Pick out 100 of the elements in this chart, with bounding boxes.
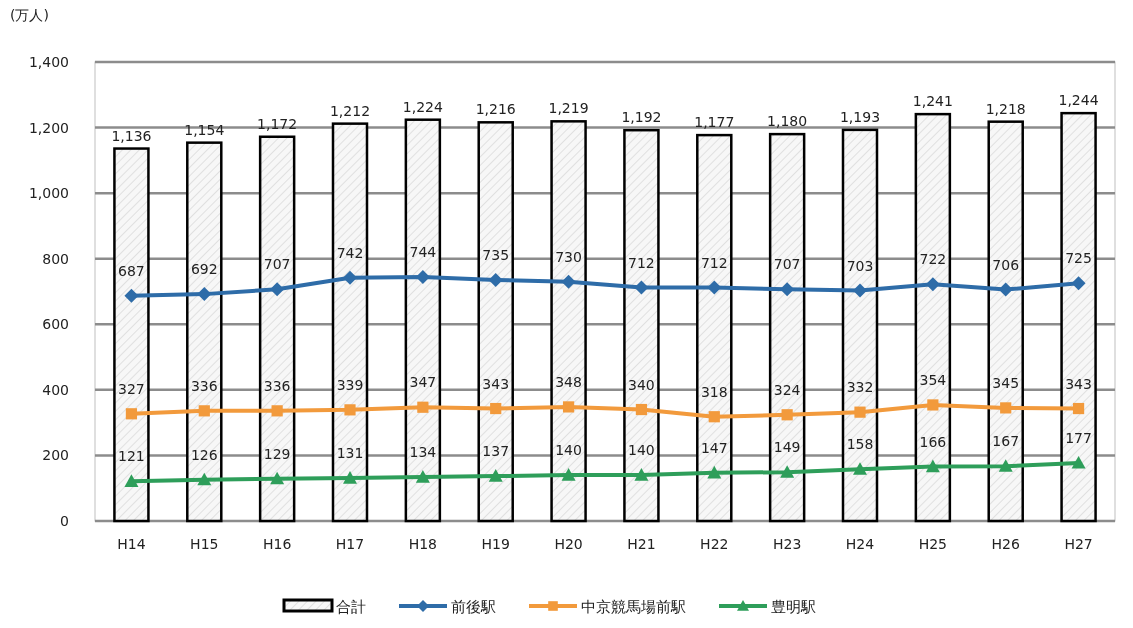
point [1071, 455, 1086, 469]
data-label: 336 [263, 377, 291, 394]
bar [550, 120, 587, 523]
bar [404, 118, 442, 523]
data-label: 340 [628, 376, 655, 393]
bar [623, 128, 660, 523]
data-label: 1,216 [475, 101, 516, 118]
data-label: 1,218 [985, 100, 1026, 117]
data-label: 121 [118, 448, 145, 465]
x-tick-label: H27 [1064, 536, 1093, 552]
y-tick-label: 1,400 [28, 54, 69, 70]
bar [331, 122, 369, 523]
x-tick-label: H25 [918, 536, 948, 552]
point [561, 274, 576, 289]
point [197, 287, 212, 302]
bar [987, 120, 1024, 523]
point [854, 406, 866, 418]
data-label: 339 [336, 376, 364, 393]
point [417, 401, 429, 413]
data-label: 712 [628, 254, 655, 271]
x-tick-label: H24 [845, 536, 875, 552]
point [561, 468, 576, 481]
point [198, 405, 210, 417]
y-tick-label: 600 [42, 316, 69, 333]
point [925, 459, 940, 473]
legend-label: 中京競馬場前駅 [581, 598, 686, 616]
data-label: 703 [846, 257, 874, 274]
x-tick-label: H26 [991, 536, 1020, 552]
data-label: 126 [190, 446, 218, 463]
data-label: 1,212 [329, 102, 371, 119]
point [927, 399, 939, 411]
data-label: 318 [700, 383, 728, 400]
point [781, 409, 793, 421]
data-label: 166 [919, 433, 947, 450]
point [1072, 402, 1085, 415]
point [488, 273, 503, 288]
y-tick-label: 200 [42, 447, 69, 464]
point [488, 469, 503, 482]
point [490, 402, 502, 415]
bar [258, 135, 296, 523]
legend-label: 豊明駅 [771, 598, 816, 616]
point [1071, 276, 1086, 291]
data-label: 332 [846, 379, 874, 396]
bar [768, 132, 806, 523]
data-label: 158 [846, 436, 874, 453]
bar [841, 128, 879, 523]
point [998, 282, 1013, 297]
point [125, 408, 138, 420]
x-tick-label: H21 [627, 536, 656, 552]
data-label: 1,154 [184, 121, 225, 138]
point [925, 277, 940, 292]
point [415, 270, 430, 285]
point [853, 462, 867, 475]
x-tick-label: H20 [554, 536, 583, 552]
point [707, 280, 722, 295]
data-label: 167 [992, 433, 1020, 450]
data-label: 177 [1065, 429, 1092, 446]
x-tick-label: H14 [117, 536, 146, 552]
point [708, 411, 720, 423]
point [634, 468, 649, 481]
data-label: 1,193 [839, 108, 881, 125]
x-tick-label: H23 [772, 536, 802, 552]
data-label: 1,136 [111, 127, 152, 144]
y-tick-label: 800 [42, 250, 69, 267]
data-label: 725 [1065, 250, 1092, 267]
data-label: 354 [919, 371, 947, 388]
data-label: 343 [482, 375, 510, 392]
point [344, 404, 356, 416]
point [853, 283, 867, 298]
data-label: 324 [773, 381, 801, 398]
y-tick-label: 0 [60, 513, 69, 529]
data-label: 336 [190, 377, 218, 394]
data-label: 1,180 [767, 113, 808, 130]
point [998, 459, 1013, 472]
data-label: 327 [118, 380, 145, 397]
data-label: 347 [409, 374, 437, 391]
data-label: 343 [1065, 375, 1092, 392]
point [635, 403, 648, 416]
bar [113, 147, 150, 523]
data-label: 722 [919, 251, 947, 268]
data-label: 1,219 [548, 100, 589, 117]
data-label: 140 [628, 442, 655, 459]
bar [914, 112, 952, 523]
data-label: 1,224 [402, 98, 443, 115]
data-label: 1,177 [694, 114, 735, 131]
data-label: 706 [992, 256, 1020, 273]
data-label: 707 [773, 256, 801, 273]
point [124, 288, 139, 303]
y-tick-label: 1,200 [28, 119, 69, 136]
point [634, 280, 649, 295]
legend-label: 合計 [336, 598, 366, 616]
y-tick-label: 1,000 [28, 185, 69, 202]
data-label: 687 [118, 262, 145, 279]
bar [477, 121, 514, 523]
bar [696, 133, 733, 523]
data-label: 692 [190, 261, 218, 278]
point [124, 474, 139, 487]
x-tick-label: H19 [481, 536, 510, 552]
data-label: 140 [555, 442, 582, 459]
data-label: 712 [700, 254, 728, 271]
